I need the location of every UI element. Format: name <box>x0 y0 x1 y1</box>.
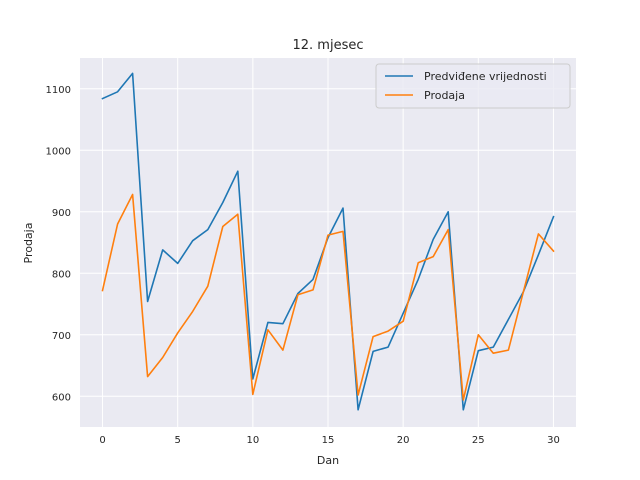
series-lines <box>101 72 555 411</box>
x-tick-label: 15 <box>322 435 335 446</box>
x-tick-label: 0 <box>99 435 105 446</box>
legend-label-predicted: Predviđene vrijednosti <box>424 70 547 83</box>
y-tick-label: 1000 <box>46 146 71 157</box>
y-tick-label: 1100 <box>46 85 71 96</box>
y-tick-label: 700 <box>52 331 71 342</box>
grid-lines <box>80 58 576 427</box>
x-tick-label: 30 <box>547 435 560 446</box>
legend-box <box>375 63 571 109</box>
x-tick-label: 20 <box>397 435 410 446</box>
legend-label-sales: Prodaja <box>424 89 465 102</box>
series-line-sales <box>101 193 555 401</box>
y-tick-label: 900 <box>52 208 71 219</box>
y-axis-ticks: 600 700 800 900 1000 1100 <box>46 85 71 404</box>
x-axis-ticks: 0 5 10 15 20 25 30 <box>99 435 559 446</box>
x-tick-label: 25 <box>472 435 485 446</box>
x-tick-label: 5 <box>175 435 181 446</box>
legend: Predviđene vrijednosti Prodaja <box>375 63 571 109</box>
y-axis-label: Prodaja <box>22 223 35 264</box>
chart-title: 12. mjesec <box>293 38 364 53</box>
x-axis-label: Dan <box>317 454 339 467</box>
x-tick-label: 10 <box>246 435 259 446</box>
y-tick-label: 800 <box>52 269 71 280</box>
y-tick-label: 600 <box>52 392 71 403</box>
